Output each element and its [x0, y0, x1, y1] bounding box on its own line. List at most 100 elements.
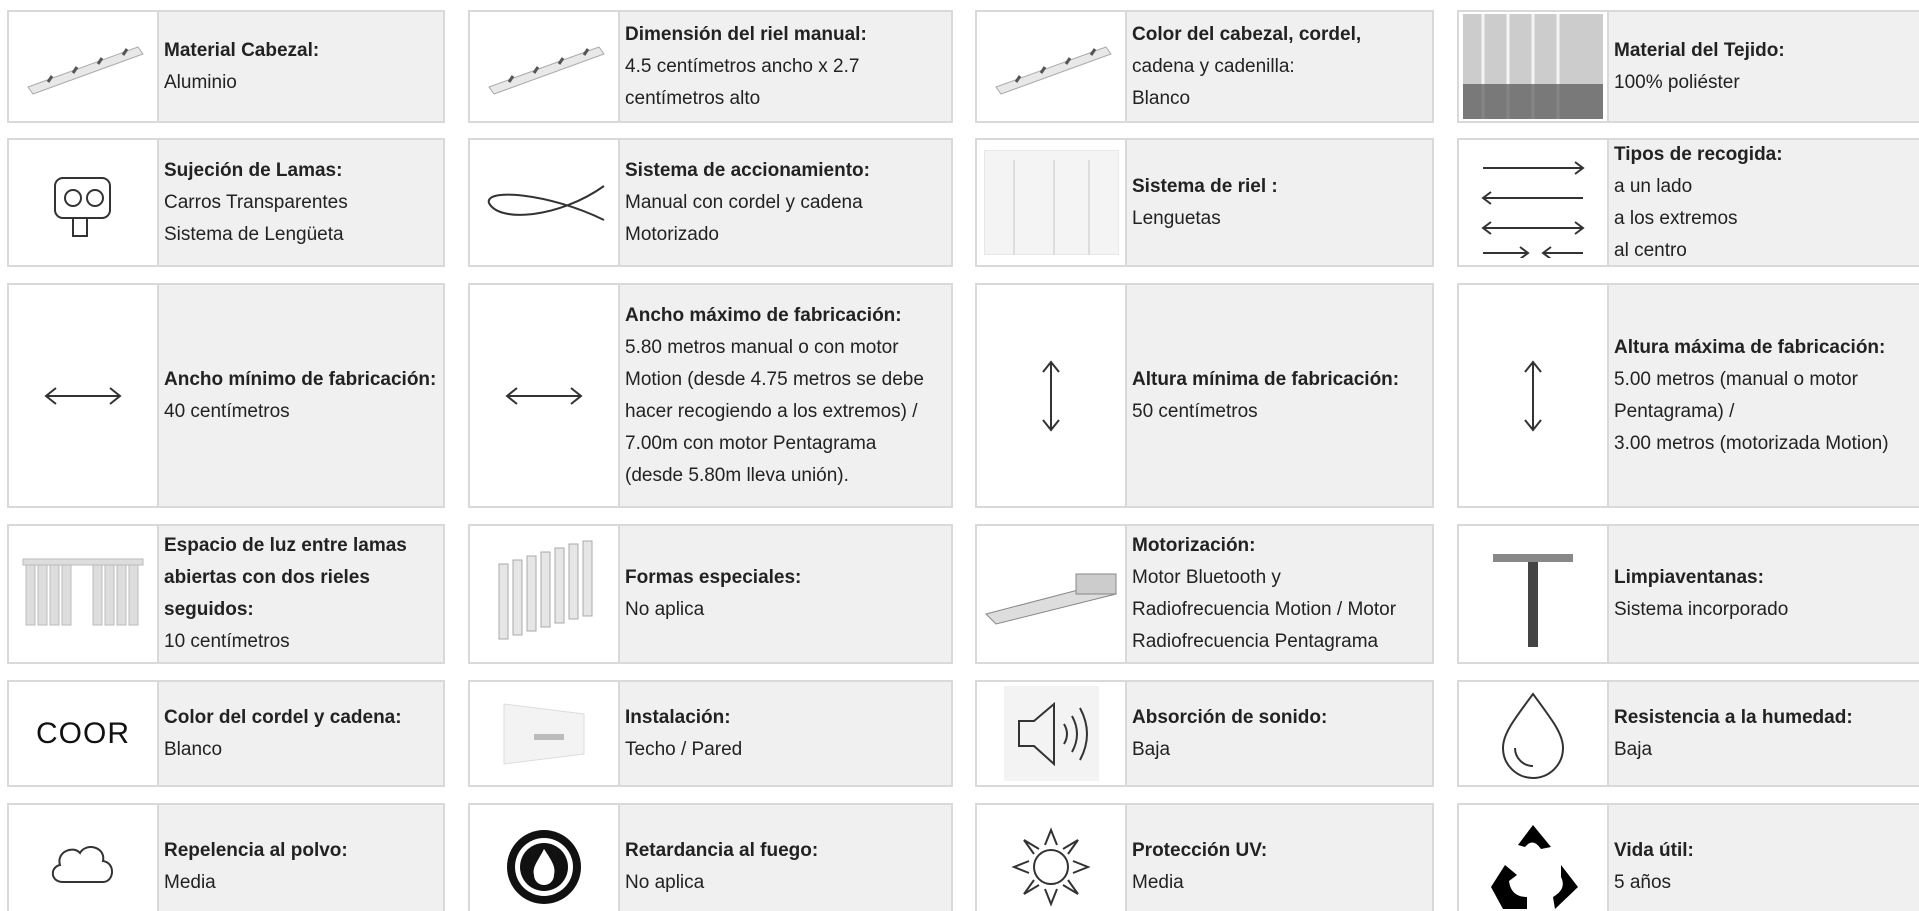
spec-title: Altura mínima de fabricación:	[1132, 368, 1400, 390]
spec-title: Absorción de sonido:	[1132, 706, 1328, 728]
spec-title: Espacio de luz entre lamas abiertas con …	[164, 535, 407, 620]
spec-text: Formas especiales: No aplica	[620, 526, 951, 662]
spec-icon	[1459, 805, 1609, 911]
spec-cell: Sujeción de Lamas: Carros Transparentes Si…	[7, 138, 445, 267]
spec-value: Media	[164, 871, 216, 893]
spec-text: Espacio de luz entre lamas abiertas con …	[159, 526, 443, 662]
spec-value: 4.5 centímetros ancho x 2.7	[625, 55, 860, 77]
spec-cell: Instalación: Techo / Pared	[468, 680, 953, 787]
spec-text: Protección UV: Media	[1127, 805, 1432, 911]
spec-value: 40 centímetros	[164, 400, 290, 422]
spec-value: cadena y cadenilla:	[1132, 55, 1295, 77]
spec-value: a un lado	[1614, 175, 1693, 197]
spec-title: Vida útil:	[1614, 839, 1694, 861]
spec-value: Carros Transparentes	[164, 191, 348, 213]
spec-value: Baja	[1614, 738, 1653, 760]
spec-text: Sujeción de Lamas: Carros Transparentes Si…	[159, 140, 443, 265]
spec-title: Repelencia al polvo:	[164, 839, 348, 861]
spec-text: Ancho máximo de fabricación: 5.80 metros …	[620, 285, 951, 506]
spec-text: Ancho mínimo de fabricación: 40 centímetr…	[159, 285, 443, 506]
spec-value: hacer recogiendo a los extremos) /	[625, 400, 918, 422]
spec-value: Lenguetas	[1132, 207, 1221, 229]
spec-cell: Retardancia al fuego: No aplica	[468, 803, 953, 911]
spec-cell: Altura mínima de fabricación: 50 centímet…	[975, 283, 1434, 508]
spec-text: Resistencia a la humedad: Baja	[1609, 682, 1919, 785]
spec-icon	[977, 526, 1127, 662]
spec-text: Sistema de riel : Lenguetas	[1127, 140, 1432, 265]
spec-value: (desde 5.80m lleva unión).	[625, 464, 849, 486]
spec-title: Sujeción de Lamas:	[164, 159, 343, 181]
spec-text: Retardancia al fuego: No aplica	[620, 805, 951, 911]
spec-cell: Sistema de accionamiento: Manual con cord…	[468, 138, 953, 267]
spec-icon	[9, 526, 159, 662]
spec-value: a los extremos	[1614, 207, 1738, 229]
spec-value: Radiofrecuencia Motion / Motor	[1132, 599, 1397, 620]
spec-icon	[977, 805, 1127, 911]
spec-value: Techo / Pared	[625, 738, 743, 760]
spec-icon	[1459, 12, 1609, 121]
spec-text: Limpiaventanas: Sistema incorporado	[1609, 526, 1919, 662]
spec-text: Altura máxima de fabricación: 5.00 metros…	[1609, 285, 1919, 506]
spec-icon	[977, 682, 1127, 785]
spec-title: Resistencia a la humedad:	[1614, 706, 1853, 728]
spec-title: Altura máxima de fabricación:	[1614, 336, 1886, 358]
spec-cell: Material Cabezal: Aluminio	[7, 10, 445, 123]
spec-icon	[977, 12, 1127, 121]
spec-value: 50 centímetros	[1132, 400, 1258, 422]
spec-text: Motorización: Motor Bluetooth y Radiofrecu…	[1127, 526, 1432, 662]
spec-value: Manual con cordel y cadena	[625, 191, 863, 213]
spec-value: 5.80 metros manual o con motor	[625, 336, 899, 358]
spec-cell: Altura máxima de fabricación: 5.00 metros…	[1457, 283, 1919, 508]
spec-cell: Espacio de luz entre lamas abiertas con …	[7, 524, 445, 664]
spec-value: Blanco	[1132, 87, 1191, 109]
spec-value: centímetros alto	[625, 87, 761, 109]
spec-title: Material Cabezal:	[164, 39, 320, 61]
spec-title: Sistema de riel :	[1132, 175, 1278, 197]
spec-title: Motorización:	[1132, 535, 1256, 556]
spec-cell: Limpiaventanas: Sistema incorporado	[1457, 524, 1919, 664]
spec-icon	[977, 140, 1127, 265]
spec-value: 7.00m con motor Pentagrama	[625, 432, 877, 454]
spec-icon	[470, 285, 620, 506]
spec-value: al centro	[1614, 239, 1687, 261]
spec-cell: Ancho mínimo de fabricación: 40 centímetr…	[7, 283, 445, 508]
spec-title: Limpiaventanas:	[1614, 567, 1764, 588]
spec-cell: Material del Tejido: 100% poliéster	[1457, 10, 1919, 123]
spec-value: Pentagrama) /	[1614, 400, 1735, 422]
spec-icon: COOR	[9, 682, 159, 785]
icon-text: COOR	[36, 716, 130, 750]
spec-title: Sistema de accionamiento:	[625, 159, 870, 181]
spec-value: Aluminio	[164, 71, 237, 93]
spec-text: Vida útil: 5 años	[1609, 805, 1919, 911]
spec-value: Blanco	[164, 738, 223, 760]
spec-icon	[9, 805, 159, 911]
spec-icon	[1459, 140, 1609, 265]
spec-value: 5.00 metros (manual o motor	[1614, 368, 1858, 390]
spec-value: 5 años	[1614, 871, 1672, 893]
spec-value: 3.00 metros (motorizada Motion)	[1614, 432, 1889, 454]
spec-icon	[470, 526, 620, 662]
spec-cell: Ancho máximo de fabricación: 5.80 metros …	[468, 283, 953, 508]
spec-text: Altura mínima de fabricación: 50 centímet…	[1127, 285, 1432, 506]
spec-text: Material del Tejido: 100% poliéster	[1609, 12, 1919, 121]
spec-text: Color del cordel y cadena: Blanco	[159, 682, 443, 785]
spec-icon	[9, 12, 159, 121]
spec-cell: Motorización: Motor Bluetooth y Radiofrecu…	[975, 524, 1434, 664]
spec-cell: Vida útil: 5 años	[1457, 803, 1919, 911]
spec-icon	[9, 140, 159, 265]
spec-text: Material Cabezal: Aluminio	[159, 12, 443, 121]
spec-icon	[9, 285, 159, 506]
spec-cell: Tipos de recogida: a un lado a los extremo…	[1457, 138, 1919, 267]
spec-value: No aplica	[625, 871, 705, 893]
spec-value: Media	[1132, 871, 1184, 893]
spec-text: Repelencia al polvo: Media	[159, 805, 443, 911]
spec-value: Sistema incorporado	[1614, 599, 1789, 620]
spec-title: Color del cabezal, cordel,	[1132, 23, 1362, 45]
spec-title: Color del cordel y cadena:	[164, 706, 402, 728]
spec-value: Motor Bluetooth y	[1132, 567, 1281, 588]
spec-text: Absorción de sonido: Baja	[1127, 682, 1432, 785]
spec-cell: Formas especiales: No aplica	[468, 524, 953, 664]
spec-text: Dimensión del riel manual: 4.5 centímetro…	[620, 12, 951, 121]
